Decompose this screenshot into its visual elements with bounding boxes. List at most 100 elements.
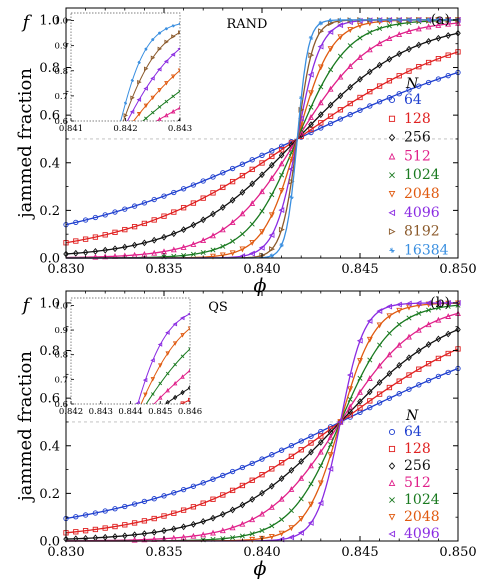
data-point	[445, 32, 451, 39]
data-point	[112, 229, 118, 235]
data-point	[157, 46, 163, 52]
inset-series-line-512	[155, 107, 180, 121]
data-point	[376, 83, 383, 89]
data-point	[288, 466, 295, 474]
data-point	[161, 513, 167, 519]
data-point	[102, 508, 108, 514]
data-point	[110, 150, 113, 153]
data-point	[99, 442, 102, 445]
data-point	[389, 247, 395, 253]
data-point	[131, 203, 138, 209]
inset-y-tick-label: 0.6	[54, 117, 68, 127]
data-point	[70, 161, 73, 165]
series-line-512	[65, 22, 459, 259]
data-point	[92, 453, 95, 457]
data-point	[82, 248, 89, 256]
data-point	[83, 152, 86, 155]
data-point	[239, 501, 246, 509]
data-point	[180, 374, 185, 379]
data-point	[158, 395, 163, 400]
data-point	[367, 388, 373, 396]
data-point	[102, 525, 108, 531]
data-point	[158, 126, 161, 130]
data-point	[90, 165, 93, 168]
data-point	[70, 220, 73, 223]
data-point	[76, 231, 79, 234]
data-point	[288, 486, 295, 492]
data-point	[90, 153, 93, 157]
legend-label-128: 128	[404, 111, 431, 127]
x-tick-label: 0.840	[243, 545, 280, 560]
data-point	[122, 432, 125, 436]
inset-x-tick-label: 0.843	[168, 124, 192, 134]
data-point	[416, 83, 422, 89]
data-point	[124, 143, 127, 146]
data-point	[124, 135, 127, 138]
inset-plot: 0.842 0.843 0.844 0.845 0.846 0.6 0.7 0.8 0.9 1.0	[54, 297, 202, 461]
inset-x-tick-label: 0.846	[178, 407, 202, 417]
data-point	[229, 196, 236, 204]
inset-y-tick-label: 0.8	[54, 67, 68, 77]
data-point	[90, 206, 93, 209]
data-point	[210, 529, 216, 536]
data-point	[278, 207, 285, 214]
data-point	[377, 342, 383, 348]
inset-series-line-4096	[126, 48, 180, 121]
data-point	[102, 246, 108, 254]
data-point	[416, 366, 422, 372]
data-point	[318, 463, 324, 469]
data-point	[249, 157, 255, 163]
data-point	[77, 452, 80, 455]
inset-series-line-4096	[137, 313, 190, 404]
data-point	[138, 140, 141, 143]
data-point	[230, 535, 236, 541]
data-point	[367, 398, 373, 404]
data-point	[435, 373, 442, 380]
data-point	[76, 177, 79, 180]
data-point	[229, 250, 236, 257]
data-point	[249, 239, 256, 246]
data-point	[180, 389, 185, 396]
data-point	[425, 321, 432, 328]
data-point	[445, 350, 451, 357]
series-line-256	[65, 329, 459, 540]
data-point	[188, 347, 190, 351]
data-point	[279, 242, 284, 248]
data-point	[187, 367, 190, 373]
data-point	[308, 501, 314, 508]
data-point	[141, 530, 148, 538]
data-point	[388, 152, 396, 160]
data-point	[269, 192, 275, 198]
data-point	[200, 500, 206, 506]
data-point	[97, 176, 100, 179]
data-point	[180, 507, 187, 513]
data-point	[137, 79, 142, 85]
data-point	[308, 121, 314, 129]
data-point	[376, 322, 383, 329]
data-point	[90, 159, 93, 162]
data-point	[269, 246, 276, 253]
data-point	[143, 86, 148, 91]
legend-label-1024: 1024	[404, 167, 440, 183]
data-point	[396, 378, 402, 384]
data-point	[308, 52, 315, 59]
data-point	[151, 135, 154, 138]
data-point	[388, 445, 396, 453]
data-point	[220, 204, 226, 211]
data-point	[376, 362, 383, 369]
data-point	[348, 17, 353, 23]
data-point	[388, 115, 396, 122]
data-point	[114, 451, 117, 454]
data-point	[151, 217, 157, 223]
data-point	[249, 180, 255, 188]
data-point	[165, 371, 170, 376]
data-point	[367, 89, 373, 95]
data-point	[129, 427, 132, 430]
data-point	[73, 219, 79, 226]
data-point	[317, 64, 324, 71]
data-point	[415, 300, 422, 307]
data-point	[210, 190, 216, 196]
panel-label: (a)	[431, 12, 450, 28]
data-point	[386, 55, 393, 63]
data-point	[99, 458, 102, 461]
